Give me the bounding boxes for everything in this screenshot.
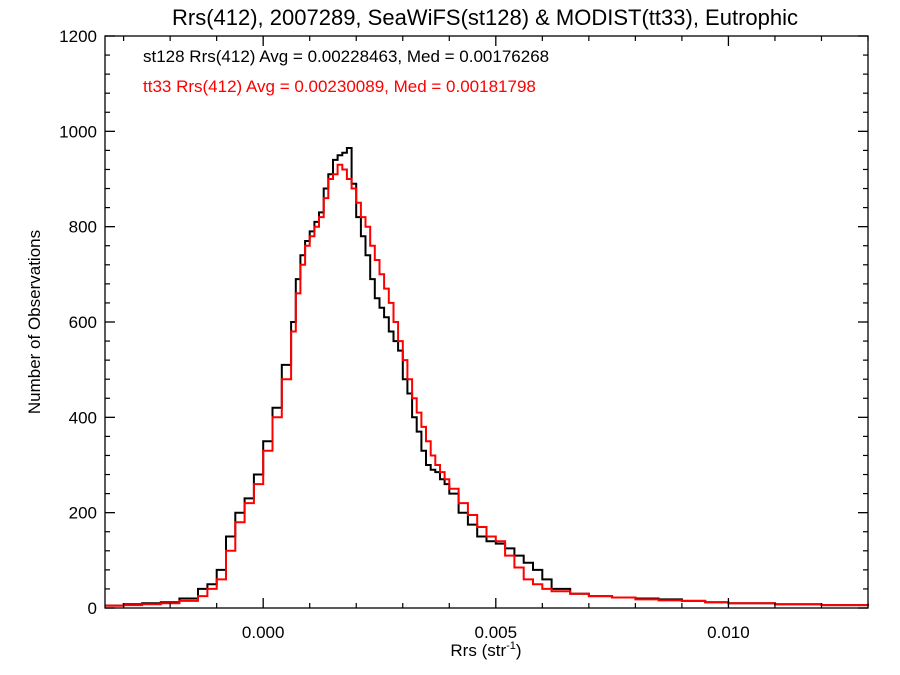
x-axis-label-superscript: -1 <box>506 640 516 652</box>
x-axis-label-end: ) <box>516 641 522 660</box>
x-tick-label: 0.000 <box>242 623 285 642</box>
series-line-tt33 <box>105 163 869 607</box>
legend-entry-st128: st128 Rrs(412) Avg = 0.00228463, Med = 0… <box>143 47 549 66</box>
y-tick-label: 1200 <box>59 27 97 46</box>
plot-frame <box>104 35 869 609</box>
x-axis-label-base: Rrs (str <box>450 641 506 660</box>
legend-entry-tt33: tt33 Rrs(412) Avg = 0.00230089, Med = 0.… <box>143 77 536 96</box>
x-axis-label: Rrs (str-1) <box>450 640 521 660</box>
y-tick-label: 0 <box>88 599 97 618</box>
y-tick-label: 600 <box>69 313 97 332</box>
axis-ticks <box>105 35 869 609</box>
y-tick-labels: 0 200 400 600 800 1000 1200 <box>59 27 97 618</box>
y-tick-label: 200 <box>69 504 97 523</box>
y-tick-label: 1000 <box>59 122 97 141</box>
x-tick-labels: 0.000 0.005 0.010 <box>242 623 750 642</box>
x-tick-label: 0.010 <box>707 623 750 642</box>
x-tick-label: 0.005 <box>475 623 518 642</box>
y-tick-label: 400 <box>69 408 97 427</box>
series-layer <box>105 147 869 607</box>
y-axis-label: Number of Observations <box>25 230 44 414</box>
chart-title: Rrs(412), 2007289, SeaWiFS(st128) & MODI… <box>172 5 798 30</box>
y-tick-label: 800 <box>69 218 97 237</box>
